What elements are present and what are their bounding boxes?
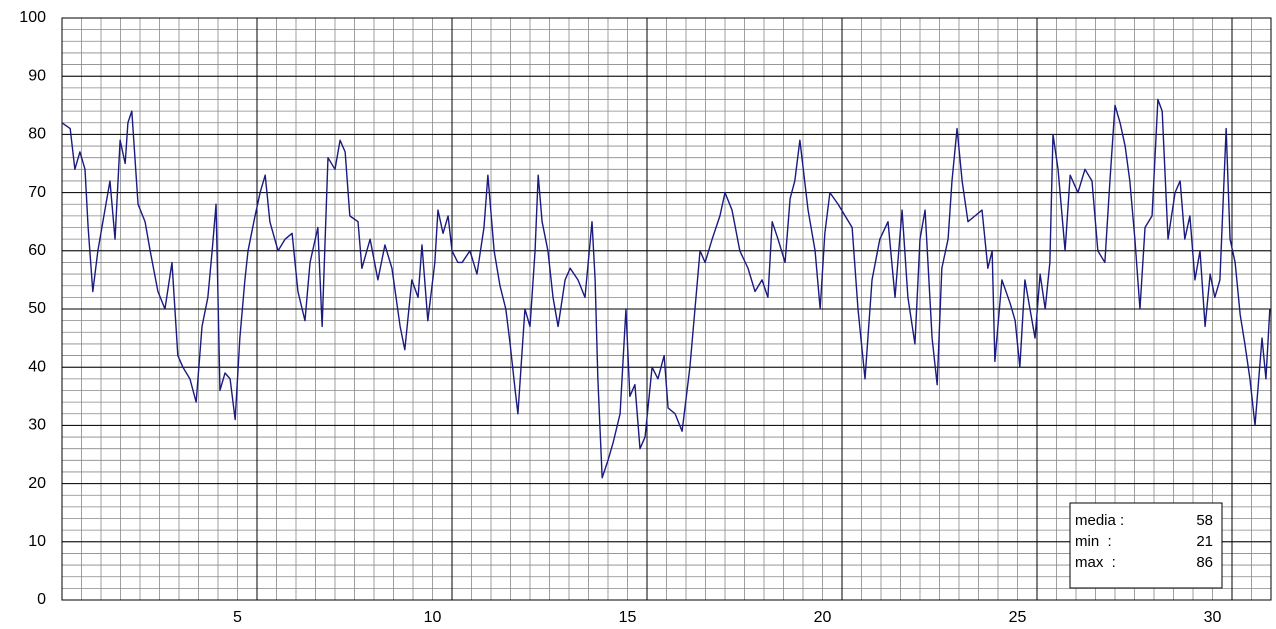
- y-tick-label: 50: [28, 300, 46, 317]
- plot-frame: [61, 17, 1272, 601]
- x-tick-label: 5: [233, 609, 242, 626]
- summary-frame: [1069, 502, 1223, 589]
- x-tick-label: 10: [424, 609, 442, 626]
- x-tick-label: 15: [619, 609, 637, 626]
- y-tick-label: 20: [28, 475, 46, 492]
- x-tick-label: 25: [1009, 609, 1027, 626]
- x-tick-label: 30: [1204, 609, 1222, 626]
- data-line: [61, 98, 1271, 479]
- y-tick-label: 80: [28, 126, 46, 143]
- summary-value: 58: [1196, 512, 1213, 529]
- y-tick-label: 30: [28, 417, 46, 434]
- summary-label: min :: [1075, 533, 1112, 550]
- summary-value: 21: [1196, 533, 1213, 550]
- y-tick-label: 0: [37, 591, 46, 608]
- summary-label: media :: [1075, 512, 1124, 529]
- x-tick-label: 20: [814, 609, 832, 626]
- y-tick-label: 90: [28, 67, 46, 84]
- y-tick-label: 100: [19, 9, 46, 26]
- y-tick-label: 10: [28, 533, 46, 550]
- summary-label: max :: [1075, 554, 1116, 571]
- y-tick-label: 60: [28, 242, 46, 259]
- y-tick-label: 40: [28, 358, 46, 375]
- summary-box: media : 58 min : 21 max : 86: [1069, 502, 1223, 589]
- y-tick-label: 70: [28, 184, 46, 201]
- summary-value: 86: [1196, 554, 1213, 571]
